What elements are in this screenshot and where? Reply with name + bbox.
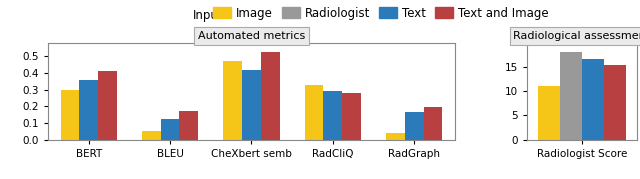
- Text: Input: Input: [193, 9, 223, 22]
- Bar: [582, 59, 604, 140]
- Bar: [161, 119, 179, 140]
- Bar: [305, 85, 323, 140]
- Bar: [79, 80, 98, 140]
- Bar: [98, 71, 116, 140]
- Bar: [223, 61, 242, 140]
- Bar: [405, 112, 424, 140]
- Bar: [386, 133, 405, 140]
- Bar: [242, 71, 261, 140]
- Bar: [342, 93, 361, 140]
- Title: Automated metrics: Automated metrics: [198, 31, 305, 41]
- Bar: [61, 90, 79, 140]
- Title: Radiological assessment: Radiological assessment: [513, 31, 640, 41]
- Bar: [424, 107, 442, 140]
- Bar: [261, 52, 280, 140]
- Bar: [560, 52, 582, 140]
- Bar: [179, 111, 198, 140]
- Legend: Image, Radiologist, Text, Text and Image: Image, Radiologist, Text, Text and Image: [213, 7, 548, 20]
- Bar: [323, 91, 342, 140]
- Bar: [538, 86, 560, 140]
- Bar: [142, 131, 161, 140]
- Bar: [604, 65, 627, 140]
